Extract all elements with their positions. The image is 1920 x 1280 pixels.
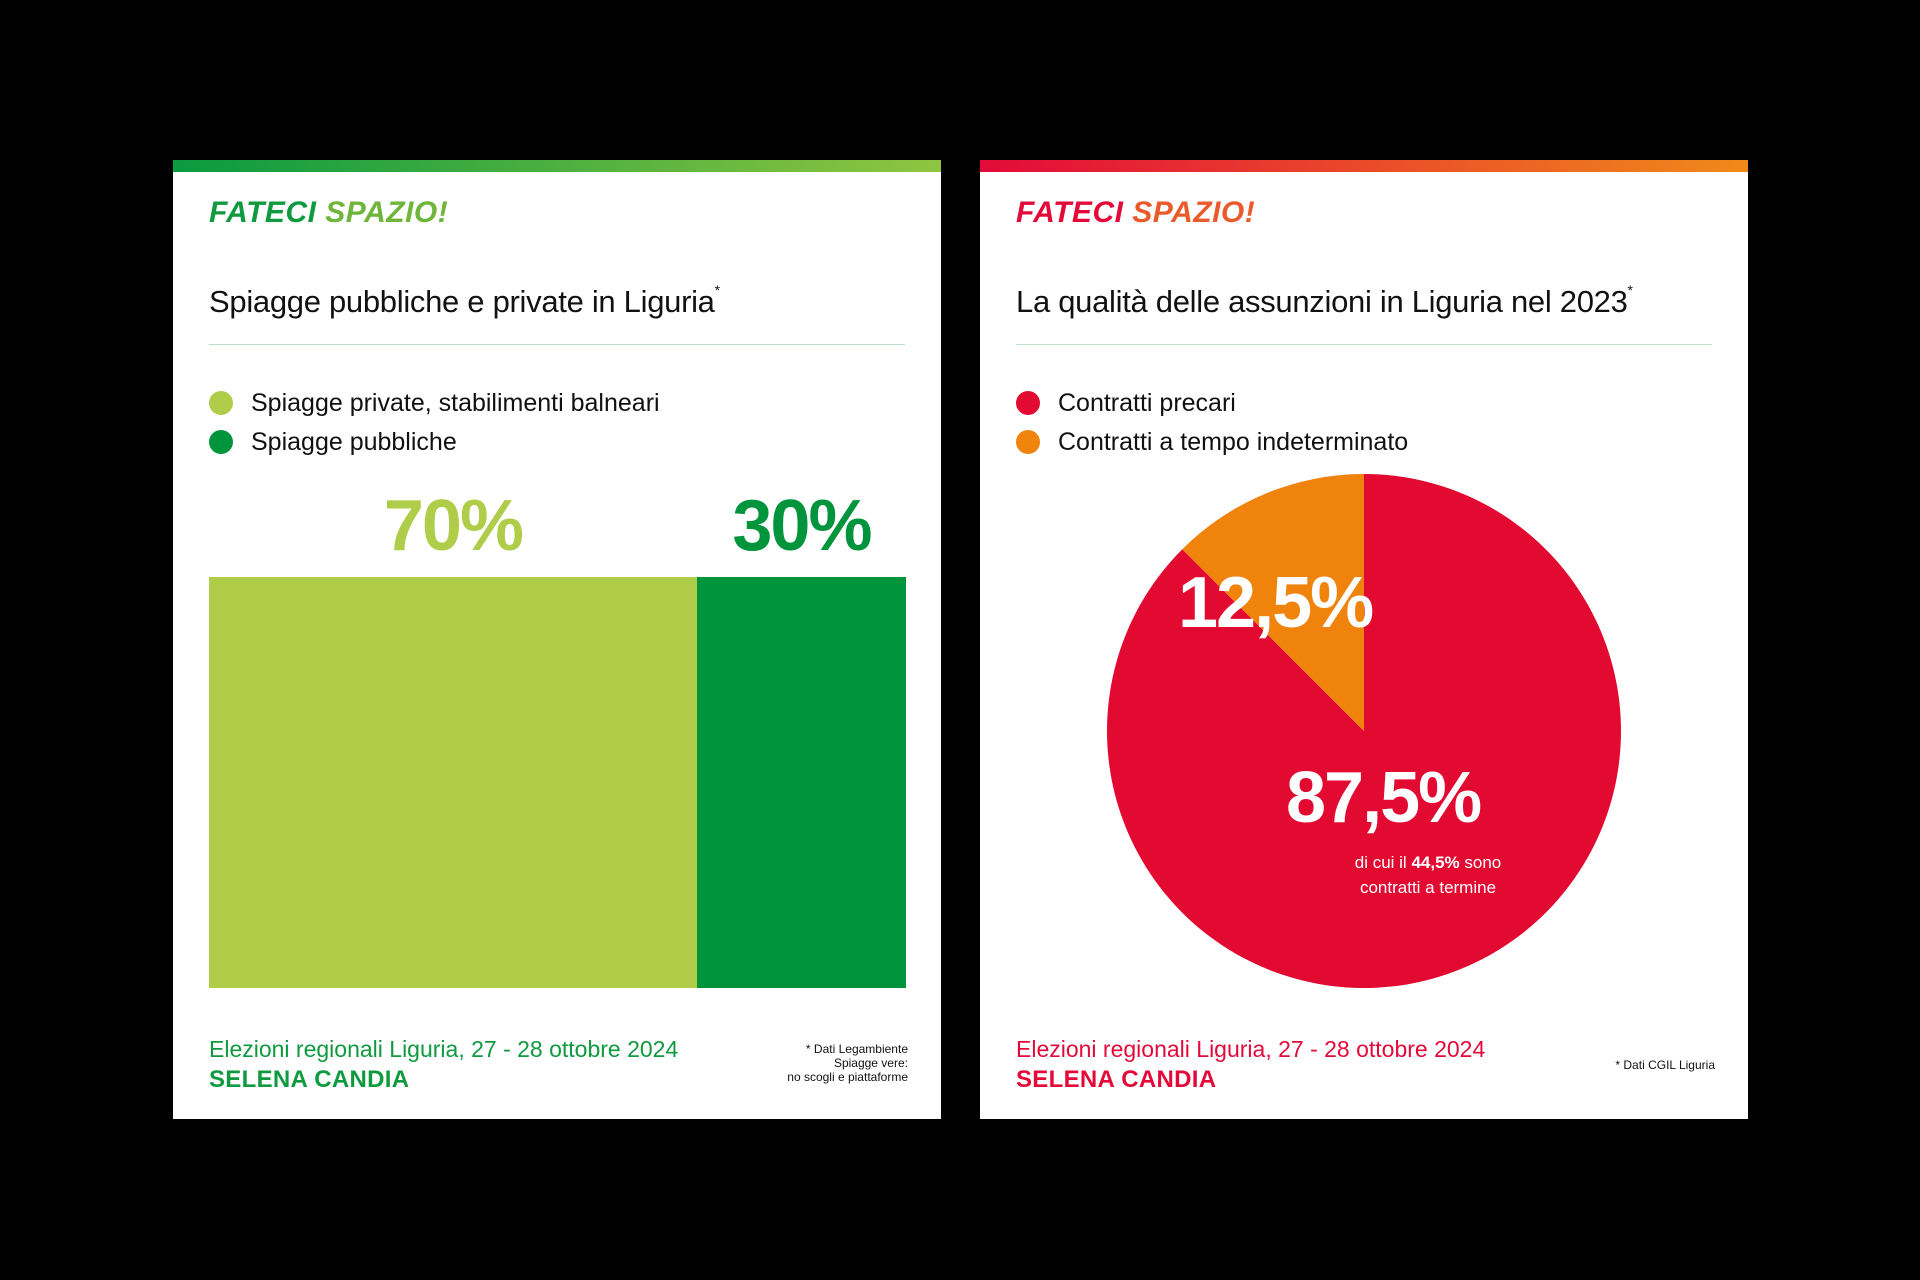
divider	[209, 344, 905, 345]
hiring-card: FATECI SPAZIO! La qualità delle assunzio…	[980, 160, 1748, 1119]
slogan-word-2: SPAZIO!	[1132, 196, 1256, 229]
legend-label-precarious: Contratti precari	[1058, 388, 1236, 417]
pie-data-label: 87,5%	[1286, 758, 1482, 838]
bar-segment	[696, 577, 906, 988]
pie-note-highlight: 44,5%	[1411, 853, 1460, 872]
slogan-word-1: FATECI	[209, 196, 317, 229]
legend-label-permanent: Contratti a tempo indeterminato	[1058, 427, 1409, 456]
footnote-mark: *	[1627, 282, 1633, 298]
pie-chart	[1107, 474, 1621, 988]
legend-dot-private	[209, 391, 233, 415]
pie-note-post: sono	[1459, 853, 1502, 872]
election-info: Elezioni regionali Liguria, 27 - 28 otto…	[1016, 1036, 1486, 1062]
legend-label-private: Spiagge private, stabilimenti balneari	[251, 388, 660, 417]
chart-title: Spiagge pubbliche e private in Liguria*	[209, 282, 720, 320]
chart-title-text: Spiagge pubbliche e private in Liguria	[209, 284, 715, 319]
legend-item-private: Spiagge private, stabilimenti balneari	[209, 388, 660, 418]
gradient-top-bar	[980, 160, 1748, 172]
bar-data-label: 70%	[383, 486, 524, 566]
chart-title-text: La qualità delle assunzioni in Liguria n…	[1016, 284, 1628, 319]
source-line: Spiagge vere:	[833, 1056, 908, 1070]
source-line: * Dati CGIL Liguria	[1615, 1058, 1715, 1072]
candidate-name: SELENA CANDIA	[1016, 1066, 1217, 1093]
divider	[1016, 344, 1712, 345]
source-note: * Dati Legambiente Spiagge vere: no scog…	[787, 1042, 908, 1084]
footnote-mark: *	[714, 282, 720, 298]
legend-dot-permanent	[1016, 430, 1040, 454]
source-line: no scogli e piattaforme	[787, 1070, 908, 1084]
legend-label-public: Spiagge pubbliche	[251, 427, 457, 456]
bar-segment	[209, 577, 697, 988]
campaign-slogan: FATECI SPAZIO!	[209, 196, 448, 230]
legend-item-permanent: Contratti a tempo indeterminato	[1016, 427, 1408, 457]
campaign-slogan: FATECI SPAZIO!	[1016, 196, 1255, 230]
pie-slice	[1182, 474, 1364, 731]
slogan-word-1: FATECI	[1016, 196, 1124, 229]
election-info: Elezioni regionali Liguria, 27 - 28 otto…	[209, 1036, 679, 1062]
gradient-top-bar	[173, 160, 941, 172]
pie-note: di cui il 44,5% sono contratti a termine	[1308, 850, 1548, 900]
beaches-card: FATECI SPAZIO! Spiagge pubbliche e priva…	[173, 160, 941, 1119]
legend-dot-precarious	[1016, 391, 1040, 415]
chart-title: La qualità delle assunzioni in Liguria n…	[1016, 282, 1633, 320]
legend-item-precarious: Contratti precari	[1016, 388, 1236, 418]
source-line: * Dati Legambiente	[805, 1042, 908, 1056]
legend-item-public: Spiagge pubbliche	[209, 427, 457, 457]
pie-data-label: 12,5%	[1178, 563, 1374, 643]
pie-note-pre: di cui il	[1354, 853, 1412, 872]
candidate-name: SELENA CANDIA	[209, 1066, 410, 1093]
pie-note-line-2: contratti a termine	[1359, 878, 1497, 897]
slogan-word-2: SPAZIO!	[325, 196, 449, 229]
source-note: * Dati CGIL Liguria	[1615, 1058, 1715, 1072]
pie-note-line-1: di cui il 44,5% sono	[1308, 850, 1548, 875]
legend-dot-public	[209, 430, 233, 454]
bar-data-label: 30%	[732, 486, 872, 566]
